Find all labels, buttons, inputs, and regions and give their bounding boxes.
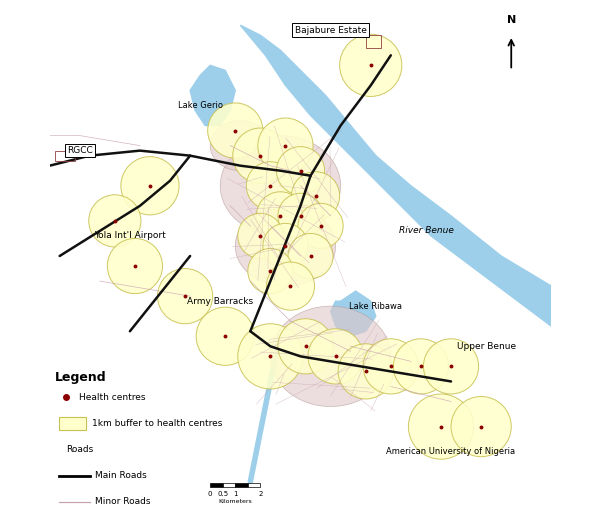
Text: N: N [507, 15, 516, 25]
Circle shape [276, 146, 325, 195]
Circle shape [266, 262, 314, 310]
Bar [59, 417, 87, 430]
Circle shape [89, 195, 141, 247]
Ellipse shape [220, 136, 341, 236]
Circle shape [257, 192, 305, 240]
Circle shape [424, 339, 478, 394]
Circle shape [340, 34, 402, 96]
Circle shape [258, 118, 313, 173]
Polygon shape [190, 66, 235, 125]
Text: 2: 2 [258, 491, 263, 497]
Circle shape [291, 172, 340, 220]
Ellipse shape [235, 206, 335, 286]
Circle shape [278, 318, 333, 374]
Text: Roads: Roads [66, 445, 93, 454]
Circle shape [363, 339, 418, 394]
Text: Lake Gerio: Lake Gerio [178, 101, 222, 110]
Text: River Benue: River Benue [398, 226, 453, 236]
Bar [235, 483, 248, 487]
Circle shape [121, 157, 179, 215]
Circle shape [408, 394, 474, 459]
Text: Legend: Legend [55, 371, 106, 385]
Text: 1: 1 [233, 491, 237, 497]
Circle shape [108, 239, 162, 294]
Text: 0: 0 [208, 491, 212, 497]
Text: Yola Int'l Airport: Yola Int'l Airport [94, 231, 166, 241]
Bar [210, 483, 223, 487]
Circle shape [288, 233, 333, 279]
Text: Minor Roads: Minor Roads [95, 497, 150, 506]
Text: Kilometers: Kilometers [218, 499, 252, 504]
Text: Main Roads: Main Roads [95, 471, 147, 480]
Circle shape [308, 329, 363, 384]
Circle shape [263, 223, 308, 268]
Circle shape [196, 307, 254, 366]
Circle shape [238, 324, 303, 389]
Polygon shape [331, 291, 376, 336]
Ellipse shape [270, 306, 391, 407]
Circle shape [246, 162, 294, 210]
Text: Upper Benue: Upper Benue [457, 342, 516, 351]
Text: Army Barracks: Army Barracks [187, 296, 253, 306]
Circle shape [208, 103, 263, 158]
Circle shape [157, 268, 213, 324]
Bar [223, 483, 235, 487]
Text: 0.5: 0.5 [217, 491, 228, 497]
Text: 1km buffer to health centres: 1km buffer to health centres [93, 419, 222, 428]
Polygon shape [240, 25, 551, 326]
Circle shape [298, 203, 343, 248]
Text: Lake Ribawa: Lake Ribawa [349, 302, 402, 311]
Circle shape [248, 248, 293, 294]
Circle shape [393, 339, 448, 394]
Bar [248, 483, 260, 487]
Bar [366, 35, 381, 48]
Text: Health centres: Health centres [79, 393, 145, 402]
Circle shape [238, 214, 283, 259]
Circle shape [338, 344, 393, 399]
Circle shape [278, 193, 323, 239]
Bar [55, 151, 75, 161]
Circle shape [451, 396, 511, 457]
Text: RGCC: RGCC [67, 146, 93, 155]
Text: Bajabure Estate: Bajabure Estate [294, 26, 367, 35]
Text: American University of Nigeria: American University of Nigeria [386, 447, 516, 456]
Ellipse shape [210, 120, 270, 170]
Circle shape [233, 128, 288, 183]
